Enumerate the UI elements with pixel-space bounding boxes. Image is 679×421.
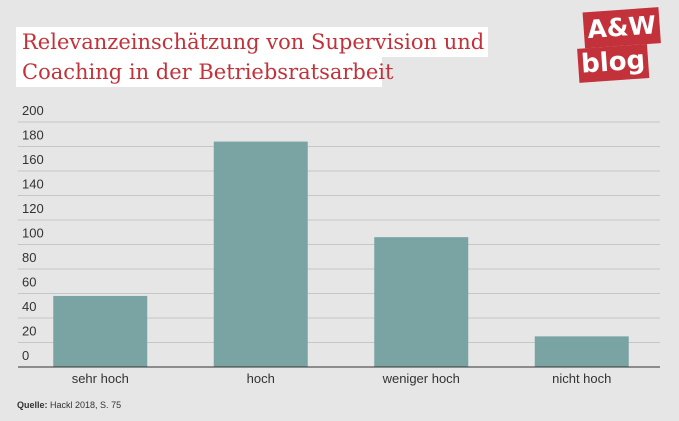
y-axis-tick-labels: 0 20 40 60 80 100 120 140 160 180 200 (22, 103, 44, 363)
y-tick-label: 0 (22, 348, 29, 363)
source-note: Quelle: Hackl 2018, S. 75 (17, 400, 121, 410)
y-tick-label: 40 (22, 299, 36, 314)
y-tick-label: 160 (22, 152, 44, 167)
y-tick-label: 80 (22, 250, 36, 265)
y-tick-label: 140 (22, 177, 44, 192)
bar-hoch (213, 141, 308, 367)
bar-weniger-hoch (374, 237, 469, 367)
y-tick-label: 200 (22, 103, 44, 118)
x-tick-label: hoch (247, 371, 275, 386)
bar-sehr-hoch (53, 295, 148, 367)
x-tick-label: sehr hoch (72, 371, 129, 386)
y-tick-label: 120 (22, 201, 44, 216)
x-tick-label: weniger hoch (382, 371, 460, 386)
chart-title-line-2: Coaching in der Betriebsratsarbeit (16, 57, 393, 87)
y-tick-label: 100 (22, 226, 44, 241)
source-label: Quelle: (17, 400, 48, 410)
chart-title: Relevanzeinschätzung von Supervision und… (16, 27, 488, 91)
x-tick-label: nicht hoch (552, 371, 611, 386)
source-text: Hackl 2018, S. 75 (50, 400, 122, 410)
bar-nicht-hoch (534, 336, 629, 367)
y-tick-label: 60 (22, 275, 36, 290)
y-tick-label: 180 (22, 128, 44, 143)
chart-title-line-1: Relevanzeinschätzung von Supervision und (16, 27, 488, 57)
bars (53, 141, 629, 367)
x-axis-tick-labels: sehr hoch hoch weniger hoch nicht hoch (72, 371, 612, 386)
y-tick-label: 20 (22, 324, 36, 339)
